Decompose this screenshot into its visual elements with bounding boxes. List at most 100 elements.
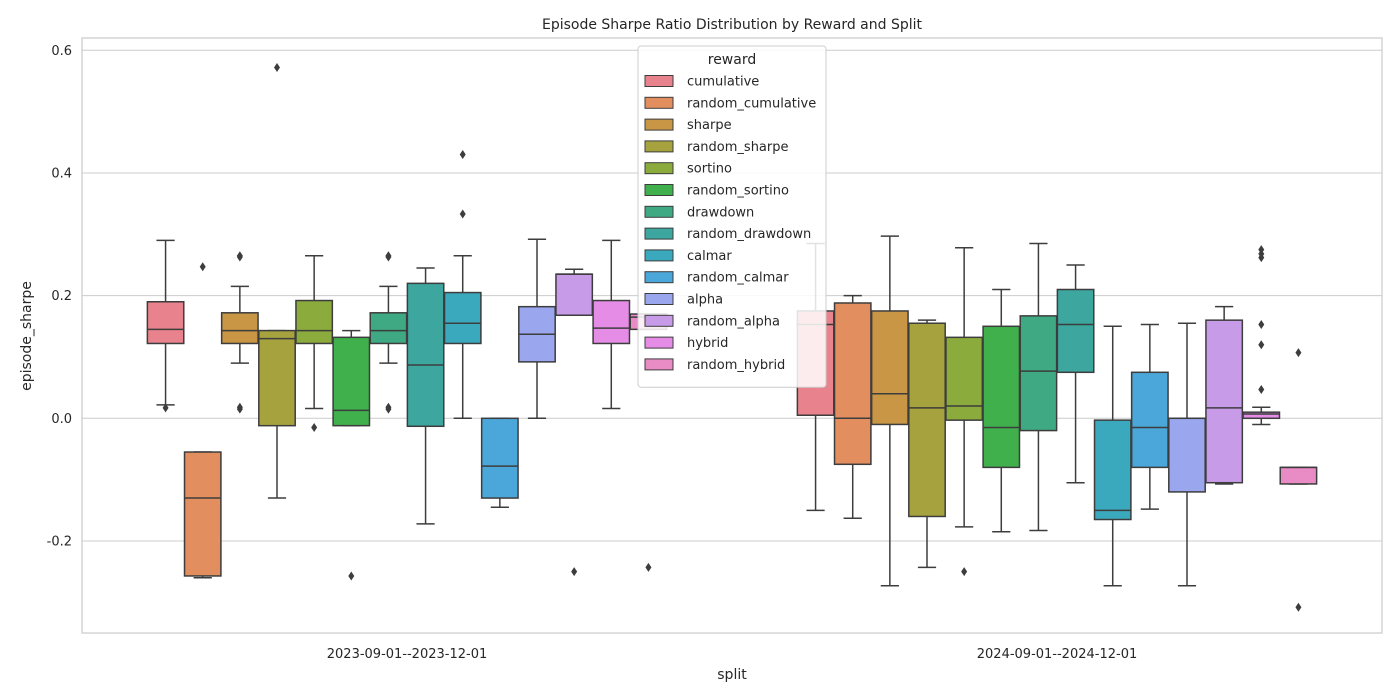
box-body	[945, 336, 984, 421]
box-random_sharpe-0	[258, 62, 296, 499]
box-body	[295, 299, 334, 345]
box-body	[406, 282, 445, 428]
legend-label: random_alpha	[687, 314, 780, 329]
box-body	[1279, 466, 1318, 485]
outlier-marker	[311, 423, 318, 433]
outlier-marker	[348, 571, 355, 581]
box-hybrid-1	[1242, 245, 1281, 426]
box-body	[480, 417, 519, 499]
legend-swatch	[644, 249, 674, 262]
box-body	[1056, 288, 1095, 374]
y-axis-ticks: -0.2 0.0 0.2 0.4 0.6	[47, 44, 72, 550]
outlier-marker	[1258, 384, 1265, 394]
legend-swatch	[644, 314, 674, 327]
box-body	[555, 273, 594, 317]
box-random_sharpe-1	[908, 319, 946, 569]
box-body	[183, 451, 222, 577]
legend-label: sortino	[687, 162, 732, 177]
legend-label: hybrid	[687, 336, 728, 351]
x-tick-label: 2023-09-01--2023-12-01	[327, 647, 487, 662]
legend-swatch	[644, 271, 674, 284]
legend-label: random_cumulative	[687, 96, 816, 111]
legend-label: random_sharpe	[687, 140, 789, 155]
box-body	[220, 312, 259, 345]
y-tick-label: 0.4	[51, 166, 72, 181]
legend-label: drawdown	[687, 205, 754, 220]
box-random_sortino-1	[982, 288, 1021, 533]
legend-label: random_drawdown	[687, 227, 811, 242]
box-sortino-1	[945, 247, 984, 577]
box-hybrid-0	[592, 239, 631, 410]
y-tick-label: 0.0	[51, 412, 72, 427]
outlier-marker	[1295, 602, 1302, 612]
outlier-marker	[385, 402, 392, 412]
legend-swatch	[644, 205, 674, 218]
legend-swatch	[644, 118, 674, 131]
outlier-marker	[236, 402, 243, 412]
outlier-marker	[1295, 348, 1302, 358]
legend-label: cumulative	[687, 75, 759, 90]
outlier-marker	[385, 251, 392, 261]
box-body	[443, 291, 482, 345]
outlier-marker	[961, 567, 968, 577]
legend-box	[637, 45, 827, 388]
legend-swatch	[644, 140, 674, 153]
x-axis-label: split	[717, 667, 747, 683]
legend-label: calmar	[687, 249, 732, 264]
legend-swatch	[644, 336, 674, 349]
box-alpha-1	[1168, 322, 1206, 587]
legend-label: alpha	[687, 293, 723, 308]
legend-title: reward	[708, 52, 757, 68]
box-random_calmar-0	[480, 417, 519, 509]
box-random_drawdown-0	[406, 267, 445, 525]
outlier-marker	[571, 567, 578, 577]
legend-label: random_sortino	[687, 184, 789, 199]
box-alpha-0	[518, 238, 556, 420]
legend-swatch	[644, 358, 674, 371]
box-body	[1205, 319, 1244, 484]
outlier-marker	[645, 562, 652, 572]
box-body	[982, 325, 1021, 469]
box-random_calmar-1	[1130, 323, 1169, 510]
legend-swatch	[644, 293, 674, 305]
outlier-marker	[1258, 340, 1265, 350]
outlier-marker	[274, 62, 280, 72]
box-body	[332, 336, 371, 427]
box-random_alpha-0	[555, 268, 594, 577]
box-body	[908, 322, 946, 518]
y-tick-label: -0.2	[47, 534, 72, 549]
outlier-marker	[459, 209, 466, 219]
box-body	[1019, 315, 1058, 432]
legend-swatch	[644, 162, 674, 175]
box-random_sortino-0	[332, 329, 371, 581]
box-cumulative-0	[146, 239, 185, 413]
box-random_cumulative-1	[833, 294, 872, 520]
box-body	[870, 310, 909, 426]
box-random_alpha-1	[1205, 305, 1244, 485]
chart-title: Episode Sharpe Ratio Distribution by Rew…	[542, 17, 923, 33]
outlier-marker	[459, 150, 466, 160]
box-body	[1093, 419, 1132, 521]
box-calmar-0	[443, 150, 482, 420]
box-body	[369, 312, 408, 345]
outlier-marker	[162, 403, 169, 413]
legend-swatch	[644, 96, 674, 109]
outlier-marker	[1258, 319, 1265, 329]
box-body	[833, 302, 872, 466]
legend-label: sharpe	[687, 118, 732, 133]
legend-label: random_hybrid	[687, 358, 785, 373]
box-body	[1242, 411, 1281, 420]
outlier-marker	[1258, 253, 1265, 263]
legend-swatch	[644, 184, 674, 196]
box-body	[1130, 371, 1169, 469]
box-calmar-1	[1093, 325, 1132, 587]
box-body	[146, 301, 185, 345]
box-sortino-0	[295, 255, 334, 433]
box-drawdown-1	[1019, 242, 1058, 532]
y-tick-label: 0.2	[51, 289, 72, 304]
x-axis-ticks: 2023-09-01--2023-12-01 2024-09-01--2024-1…	[327, 647, 1137, 662]
box-random_hybrid-1	[1279, 348, 1318, 612]
box-drawdown-0	[369, 251, 408, 414]
legend-swatch	[644, 75, 674, 87]
